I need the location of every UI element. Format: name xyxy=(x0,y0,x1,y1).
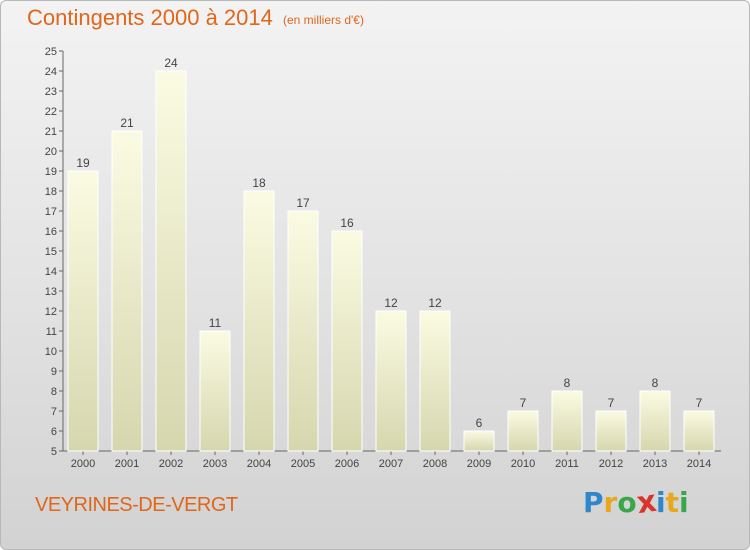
bar-value-label: 11 xyxy=(209,316,222,330)
logo-letter: i xyxy=(678,486,689,519)
bar-value-label: 21 xyxy=(120,116,134,130)
bar-value-label: 17 xyxy=(296,196,310,210)
logo-letter: P xyxy=(583,486,604,519)
bar-2013 xyxy=(639,390,671,452)
axes: 5 6 7 8 9 10 11 12 13 14 15 16 17 18 19 20 21 22 23 24 25 200… xyxy=(45,46,721,470)
y-tick-label: 6 xyxy=(51,426,57,438)
y-tick-label: 20 xyxy=(45,146,57,158)
x-tick-label: 2010 xyxy=(511,458,535,470)
y-tick-label: 5 xyxy=(51,446,57,458)
x-tick-label: 2000 xyxy=(71,458,95,470)
y-tick-label: 16 xyxy=(45,226,57,238)
bar-value-label: 6 xyxy=(476,416,483,430)
y-tick-label: 10 xyxy=(45,346,57,358)
chart-unit-label: (en milliers d'€) xyxy=(283,13,364,27)
y-tick-label: 18 xyxy=(45,186,57,198)
bar-value-label: 12 xyxy=(384,296,398,310)
y-tick-label: 21 xyxy=(45,126,57,138)
logo-letter: o xyxy=(617,486,637,519)
bar-value-label: 24 xyxy=(164,56,178,70)
bar-2008 xyxy=(419,310,451,452)
y-tick-label: 14 xyxy=(45,266,57,278)
bar-2012 xyxy=(595,410,627,452)
y-tick-label: 9 xyxy=(51,366,57,378)
bar-2010 xyxy=(507,410,539,452)
x-tick-label: 2012 xyxy=(599,458,623,470)
bars: 19 21 24 11 18 17 16 12 12 6 7 8 7 8 7 xyxy=(67,56,715,452)
y-tick-label: 11 xyxy=(46,326,57,338)
x-tick-label: 2001 xyxy=(115,458,139,470)
bar-2004 xyxy=(243,190,275,452)
bar-2014 xyxy=(683,410,715,452)
x-tick-label: 2005 xyxy=(291,458,315,470)
bar-2006 xyxy=(331,230,363,452)
bar-value-label: 7 xyxy=(520,396,527,410)
y-tick-label: 19 xyxy=(45,166,57,178)
x-tick-label: 2004 xyxy=(247,458,271,470)
bar-value-label: 8 xyxy=(564,376,571,390)
x-tick-label: 2002 xyxy=(159,458,183,470)
y-tick-label: 15 xyxy=(45,246,57,258)
y-tick-label: 25 xyxy=(45,46,57,58)
x-tick-label: 2007 xyxy=(379,458,403,470)
bar-2007 xyxy=(375,310,407,452)
bar-2001 xyxy=(111,130,143,452)
logo-letter: t xyxy=(665,486,679,519)
chart-title: Contingents 2000 à 2014 xyxy=(27,5,273,30)
x-tick-label: 2006 xyxy=(335,458,359,470)
y-tick-label: 17 xyxy=(45,206,57,218)
bar-value-label: 8 xyxy=(652,376,659,390)
x-tick-label: 2013 xyxy=(643,458,667,470)
logo-letter: r xyxy=(603,486,618,519)
bar-2002 xyxy=(155,70,187,452)
x-tick-label: 2011 xyxy=(555,458,579,470)
bar-2005 xyxy=(287,210,319,452)
y-tick-label: 23 xyxy=(45,86,57,98)
proxiti-logo[interactable]: Proxiti xyxy=(583,483,689,525)
bar-2000 xyxy=(67,170,99,452)
bar-value-label: 19 xyxy=(76,156,90,170)
bar-value-label: 7 xyxy=(608,396,615,410)
bar-value-label: 16 xyxy=(340,216,354,230)
x-tick-label: 2009 xyxy=(467,458,491,470)
commune-name: VEYRINES-DE-VERGT xyxy=(35,494,238,516)
y-tick-label: 7 xyxy=(51,406,57,418)
bar-2009 xyxy=(463,430,495,452)
bar-2003 xyxy=(199,330,231,452)
y-tick-label: 8 xyxy=(51,386,57,398)
y-tick-label: 24 xyxy=(45,66,57,78)
bar-2011 xyxy=(551,390,583,452)
logo-letter: i xyxy=(655,486,666,519)
bar-value-label: 12 xyxy=(428,296,442,310)
bar-value-label: 7 xyxy=(696,396,703,410)
x-tick-label: 2003 xyxy=(203,458,227,470)
y-tick-label: 13 xyxy=(45,286,57,298)
bar-value-label: 18 xyxy=(252,176,266,190)
y-tick-label: 22 xyxy=(45,106,57,118)
y-tick-label: 12 xyxy=(45,306,57,318)
logo-letter: x xyxy=(634,483,659,522)
x-tick-label: 2008 xyxy=(423,458,447,470)
x-tick-label: 2014 xyxy=(687,458,711,470)
